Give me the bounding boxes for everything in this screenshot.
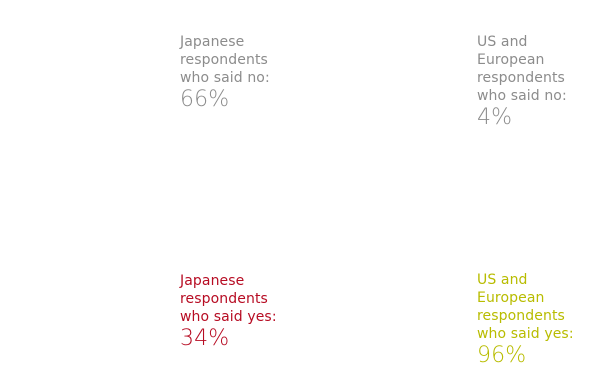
japanese-no-fill (13, 21, 157, 258)
us-european-yes-line-1: US and (477, 272, 528, 288)
us-european-figure (310, 21, 454, 380)
us-european-no-line-1: US and (477, 34, 528, 50)
japanese-yes-line-1: Japanese (180, 273, 245, 289)
us-european-no-line-4: who said no: (477, 88, 567, 104)
us-european-no-line-2: European (477, 52, 545, 68)
japanese-no-line-2: respondents (180, 52, 268, 68)
us-european-yes-line-2: European (477, 290, 545, 306)
japanese-yes-fill (13, 257, 157, 380)
us-european-no-fill (310, 21, 454, 35)
japanese-yes-line-3: who said yes: (180, 309, 277, 325)
japanese-no-value: 66% (180, 87, 230, 112)
us-european-yes-line-3: respondents (477, 308, 565, 324)
us-european-no-value: 4% (477, 105, 513, 130)
us-european-yes-line-4: who said yes: (477, 326, 574, 342)
japanese-yes-line-2: respondents (180, 291, 268, 307)
japanese-no-line-1: Japanese (180, 34, 245, 50)
us-european-yes-label: US and European respondents who said yes… (477, 271, 574, 368)
us-european-no-line-3: respondents (477, 70, 565, 86)
japanese-no-line-3: who said no: (180, 70, 270, 86)
japanese-figure (13, 21, 157, 380)
japanese-yes-value: 34% (180, 326, 230, 351)
us-european-no-label: US and European respondents who said no:… (477, 33, 567, 130)
us-european-yes-value: 96% (477, 343, 527, 368)
japanese-yes-label: Japanese respondents who said yes: 34% (180, 272, 277, 351)
japanese-no-label: Japanese respondents who said no: 66% (180, 33, 270, 112)
us-european-yes-fill (310, 34, 454, 380)
